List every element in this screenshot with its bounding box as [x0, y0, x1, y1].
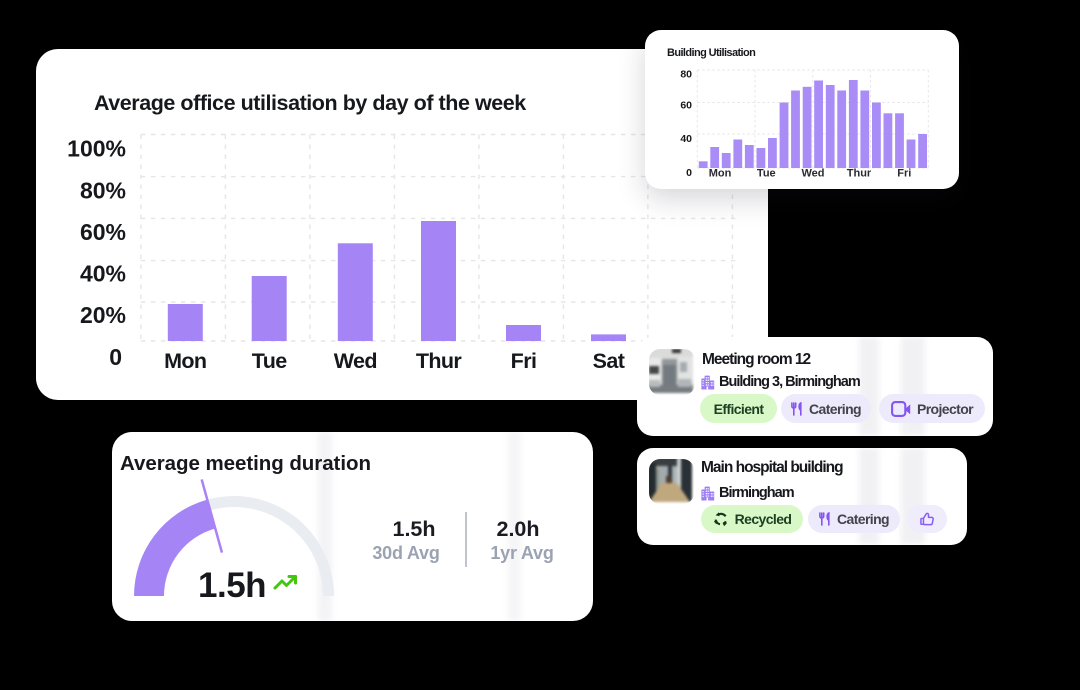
svg-text:Building Utilisation: Building Utilisation — [667, 47, 756, 59]
svg-text:1yr Avg: 1yr Avg — [490, 543, 553, 563]
svg-text:Thur: Thur — [847, 168, 872, 180]
svg-text:Average meeting duration: Average meeting duration — [120, 452, 371, 475]
svg-text:80%: 80% — [80, 177, 126, 203]
svg-text:Fri: Fri — [897, 168, 911, 180]
svg-text:40: 40 — [680, 133, 692, 145]
svg-text:Thur: Thur — [416, 349, 463, 373]
svg-text:60: 60 — [680, 100, 692, 112]
svg-text:20%: 20% — [80, 302, 126, 328]
svg-text:60%: 60% — [80, 219, 126, 245]
svg-text:30d Avg: 30d Avg — [372, 543, 439, 563]
svg-text:1.5h: 1.5h — [198, 566, 266, 605]
svg-text:Tue: Tue — [252, 349, 287, 373]
svg-text:100%: 100% — [67, 136, 126, 162]
svg-text:Mon: Mon — [709, 168, 732, 180]
svg-text:Mon: Mon — [164, 349, 206, 373]
svg-text:Tue: Tue — [757, 168, 776, 180]
svg-text:1.5h: 1.5h — [392, 517, 435, 541]
svg-text:Sat: Sat — [593, 349, 625, 373]
svg-text:80: 80 — [680, 69, 692, 81]
svg-text:2.0h: 2.0h — [496, 517, 539, 541]
svg-text:Fri: Fri — [511, 349, 537, 373]
svg-text:0: 0 — [109, 344, 122, 370]
svg-text:40%: 40% — [80, 261, 126, 287]
svg-text:Wed: Wed — [801, 168, 824, 180]
svg-text:Wed: Wed — [334, 349, 377, 373]
svg-text:0: 0 — [686, 167, 692, 179]
svg-text:Average office utilisation by: Average office utilisation by day of the… — [94, 91, 526, 115]
